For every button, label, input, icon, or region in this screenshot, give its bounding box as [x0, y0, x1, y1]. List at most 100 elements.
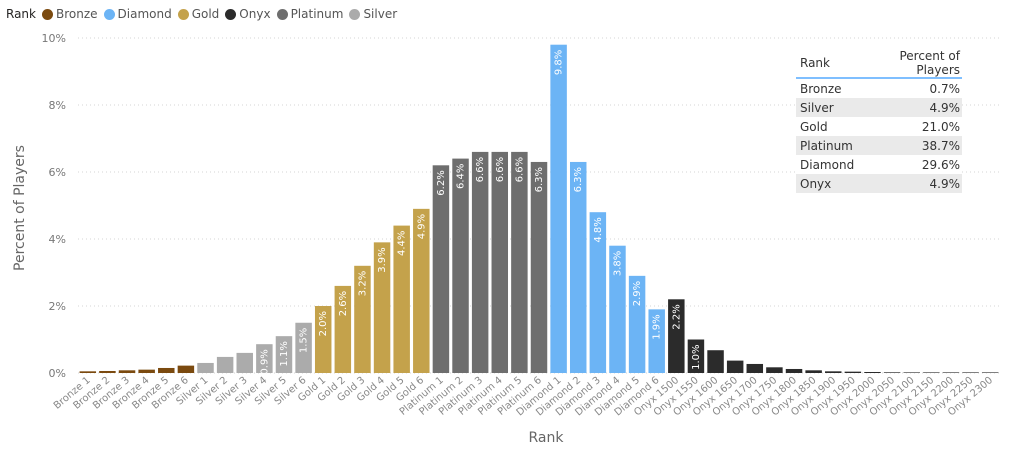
bar [314, 306, 332, 373]
bar [197, 362, 214, 373]
summary-header-row: Rank Percent of Players [796, 49, 962, 79]
data-label: 9.8% [554, 50, 565, 75]
bar [275, 336, 293, 373]
bar [530, 161, 548, 373]
legend-item-gold[interactable]: Gold [177, 7, 220, 21]
data-label: 3.8% [612, 251, 623, 276]
bar [511, 151, 528, 373]
summary-header-rank[interactable]: Rank [796, 49, 857, 79]
legend-title: Rank [6, 7, 36, 21]
legend-label-silver: Silver [363, 7, 398, 21]
bar [805, 370, 822, 373]
summary-header-percent[interactable]: Percent of Players [856, 49, 962, 79]
bar [354, 265, 371, 373]
bar [628, 275, 646, 373]
bar [726, 360, 744, 373]
bars: 0.9% 1.1% 1.5% 2.0% 2.6% 3.2% 3.9% 4.4% 4.9% 6.2%… [79, 44, 999, 375]
legend-label-gold: Gold [191, 7, 220, 21]
bar [295, 322, 312, 373]
bar [609, 245, 626, 373]
bar [648, 309, 665, 373]
data-label: 1.1% [279, 341, 290, 366]
bar [256, 344, 273, 373]
table-row: Silver 4.9% [796, 98, 962, 117]
data-label: 6.6% [475, 157, 486, 182]
data-label: 1.0% [691, 345, 702, 370]
bar [844, 371, 862, 373]
data-label: 4.9% [416, 214, 427, 239]
x-axis-title: Rank [529, 430, 565, 446]
legend-label-onyx: Onyx [239, 7, 271, 21]
y-tick-label: 8% [49, 99, 66, 112]
table-row: Onyx 4.9% [796, 174, 962, 193]
bar [785, 368, 803, 373]
data-label: 6.4% [456, 164, 467, 189]
table-cell-percent: 29.6% [921, 157, 960, 172]
table-cell-rank: Silver [796, 98, 857, 117]
bar [177, 365, 195, 373]
table-row: Gold 21.0% [796, 117, 962, 136]
legend-swatch-bronze [41, 8, 53, 20]
legend-label-bronze: Bronze [55, 7, 98, 21]
table-cell-percent: 38.7% [856, 136, 962, 155]
data-label: 4.4% [397, 231, 408, 256]
bar [707, 350, 724, 373]
table-cell-rank: Platinum [796, 136, 857, 155]
bar [589, 212, 607, 373]
bar [99, 370, 116, 373]
bar [471, 151, 489, 373]
bar [550, 44, 567, 373]
y-axis-ticks: 0% 2% 4% 6% 8% 10% [42, 32, 66, 380]
bar [216, 356, 234, 373]
data-label: 6.3% [573, 167, 584, 192]
bar [432, 165, 450, 373]
table-row: Platinum 38.7% [796, 136, 962, 155]
bar [334, 285, 352, 373]
legend-item-platinum[interactable]: Platinum [276, 7, 343, 21]
bar [942, 372, 960, 373]
bar [687, 339, 705, 373]
data-label: 6.2% [436, 170, 447, 195]
data-label: 2.0% [318, 311, 329, 336]
table-cell-rank: Gold [800, 119, 828, 134]
data-label: 2.6% [338, 291, 349, 316]
y-tick-label: 0% [49, 367, 66, 380]
bar [118, 370, 136, 373]
legend-item-bronze[interactable]: Bronze [41, 7, 98, 21]
data-label: 6.6% [514, 157, 525, 182]
bar [825, 371, 842, 373]
bar [138, 369, 155, 373]
legend-item-diamond[interactable]: Diamond [103, 7, 172, 21]
legend-swatch-silver [349, 8, 361, 20]
table-cell-rank: Diamond [800, 157, 855, 172]
table-cell-percent: 21.0% [921, 119, 960, 134]
y-axis-title: Percent of Players [12, 145, 28, 271]
bar [569, 161, 587, 373]
data-label: 6.3% [534, 167, 545, 192]
bar [981, 372, 999, 373]
y-tick-label: 6% [49, 166, 66, 179]
table-cell-percent: 4.9% [856, 98, 962, 117]
table-cell-percent: 0.7% [929, 81, 961, 96]
table-cell-percent: 4.9% [856, 174, 962, 193]
bar [668, 299, 685, 373]
chart-legend: Rank Bronze Diamond Gold Onyx Platinum S… [6, 4, 403, 24]
data-label: 1.9% [652, 314, 663, 339]
bar [864, 371, 881, 373]
bar [393, 225, 410, 373]
legend-swatch-onyx [225, 8, 237, 20]
data-label: 1.5% [299, 328, 310, 353]
legend-label-diamond: Diamond [117, 7, 172, 21]
table-cell-rank: Bronze [800, 81, 842, 96]
bar [903, 372, 920, 373]
bar [79, 371, 97, 373]
y-tick-label: 10% [42, 32, 66, 45]
data-label: 3.2% [357, 271, 368, 296]
summary-table: Rank Percent of Players Bronze 0.7% Silv… [796, 49, 962, 193]
bar [373, 242, 391, 373]
legend-item-silver[interactable]: Silver [349, 7, 397, 21]
legend-item-onyx[interactable]: Onyx [225, 7, 271, 21]
table-row: Bronze 0.7% [796, 78, 962, 98]
data-label: 0.9% [259, 349, 270, 374]
